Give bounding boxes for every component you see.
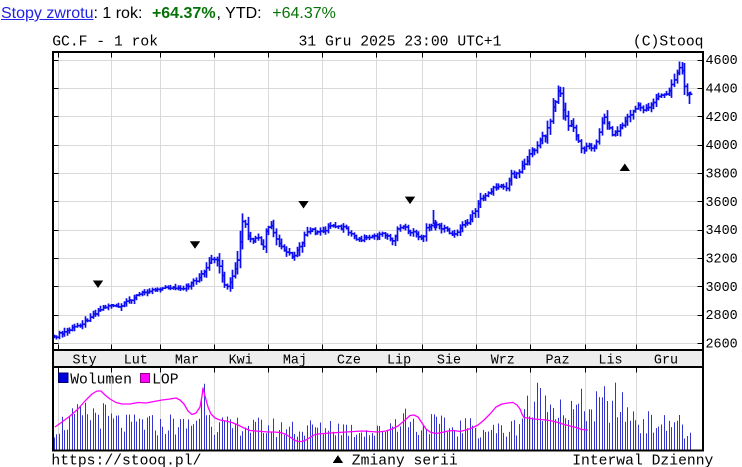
svg-text:Lip: Lip bbox=[387, 353, 411, 368]
svg-text:Kwi: Kwi bbox=[229, 353, 253, 368]
svg-text:3600: 3600 bbox=[706, 196, 738, 211]
svg-text:31 Gru 2025 23:00 UTC+1: 31 Gru 2025 23:00 UTC+1 bbox=[299, 35, 502, 51]
svg-text:4000: 4000 bbox=[706, 139, 738, 154]
svg-text:4600: 4600 bbox=[706, 54, 738, 69]
svg-text:Mar: Mar bbox=[175, 353, 199, 368]
svg-text:Maj: Maj bbox=[283, 353, 307, 368]
svg-text:4200: 4200 bbox=[706, 111, 738, 126]
svg-text:2600: 2600 bbox=[706, 338, 738, 353]
svg-text:Interwal Dzienny: Interwal Dzienny bbox=[572, 454, 713, 467]
svg-text:Lut: Lut bbox=[124, 353, 148, 368]
svg-text:Zmiany serii: Zmiany serii bbox=[352, 454, 458, 467]
svg-text:Wrz: Wrz bbox=[491, 353, 515, 368]
svg-text:2800: 2800 bbox=[706, 309, 738, 324]
svg-text:Gru: Gru bbox=[654, 353, 678, 368]
svg-text:Sty: Sty bbox=[73, 353, 97, 368]
svg-text:3400: 3400 bbox=[706, 224, 738, 239]
svg-text:LOP: LOP bbox=[152, 372, 179, 388]
svg-text:3800: 3800 bbox=[706, 168, 738, 183]
svg-text:https://stooq.pl/: https://stooq.pl/ bbox=[51, 454, 201, 467]
svg-text:Paz: Paz bbox=[546, 353, 570, 368]
svg-text:Cze: Cze bbox=[337, 353, 361, 368]
svg-text:Wolumen: Wolumen bbox=[70, 372, 132, 388]
svg-text:GC.F - 1 rok: GC.F - 1 rok bbox=[52, 35, 158, 51]
svg-text:Lis: Lis bbox=[598, 353, 622, 368]
svg-text:3000: 3000 bbox=[706, 281, 738, 296]
svg-text:3200: 3200 bbox=[706, 253, 738, 268]
svg-text:(C)Stooq: (C)Stooq bbox=[633, 35, 704, 51]
svg-text:Sie: Sie bbox=[437, 353, 461, 368]
svg-text:4400: 4400 bbox=[706, 82, 738, 97]
